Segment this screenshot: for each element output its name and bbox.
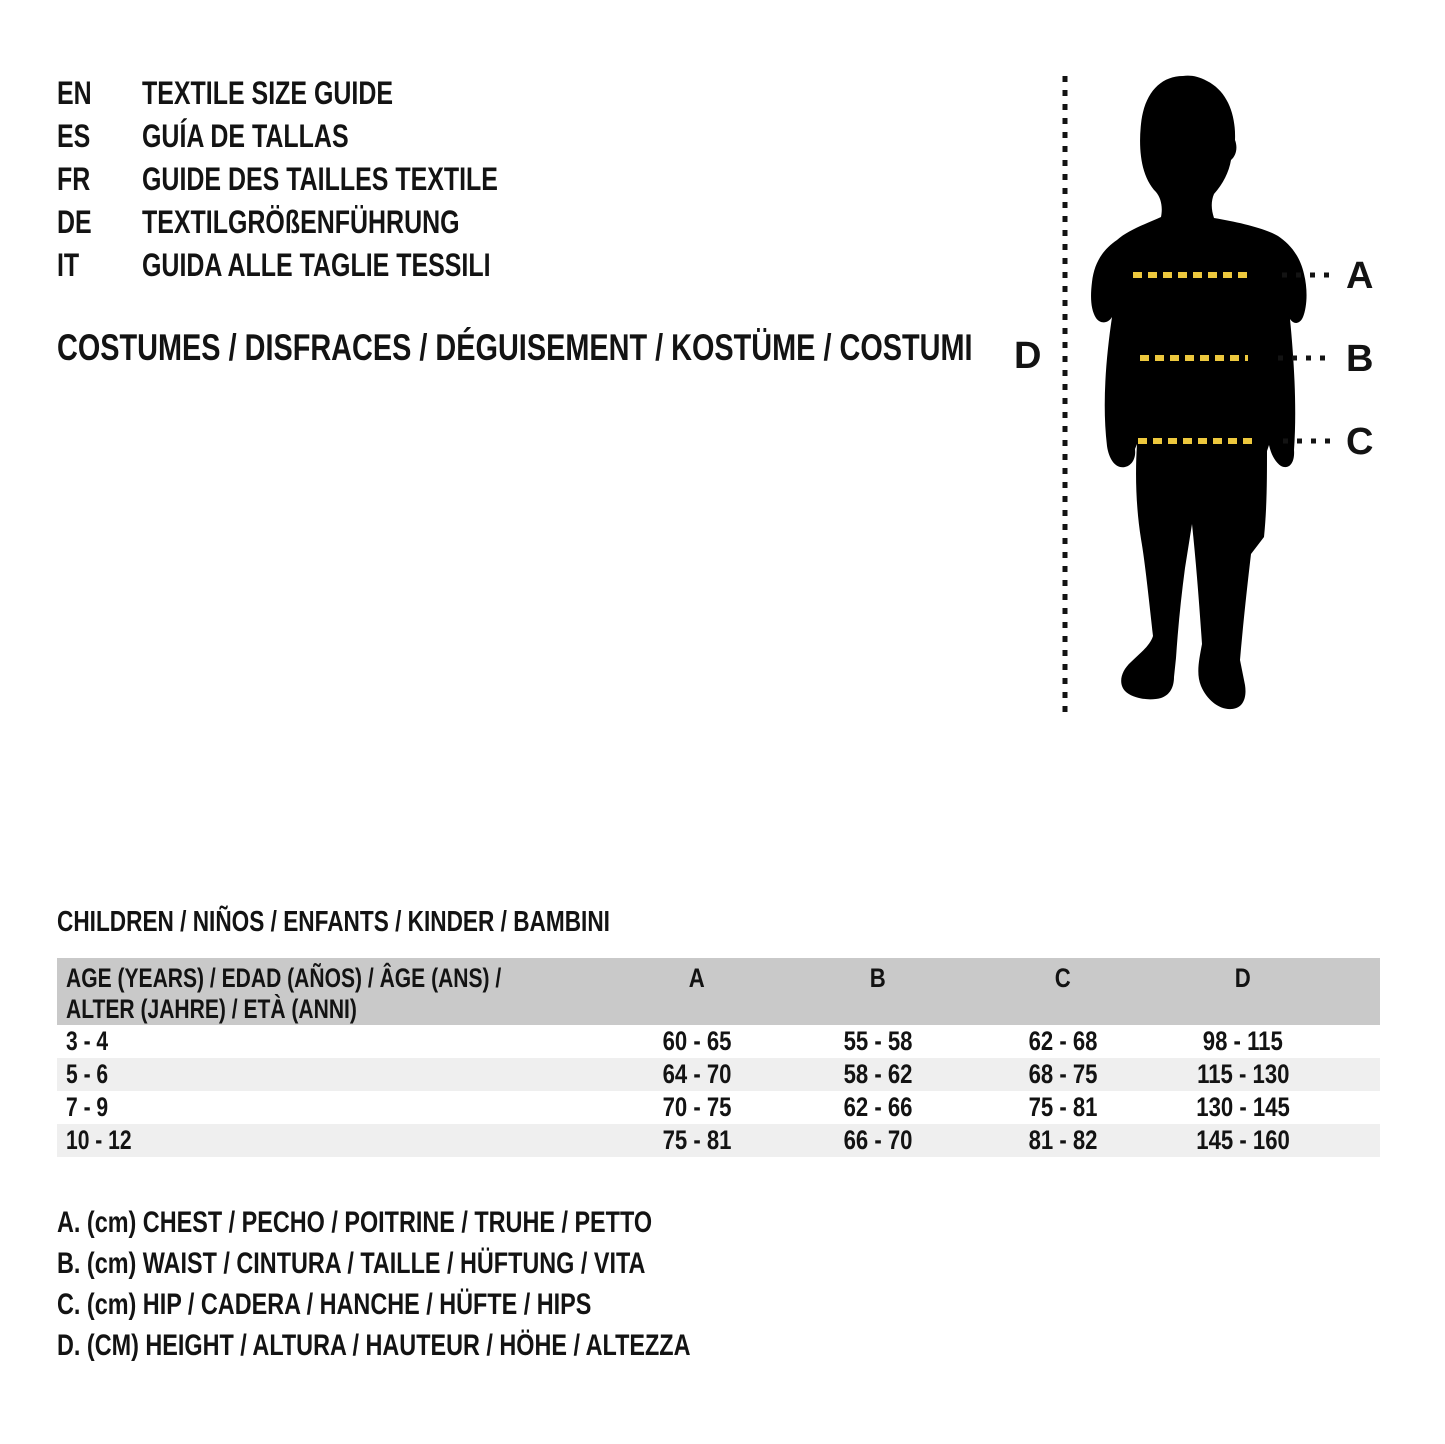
height-value: 130 - 145 bbox=[1196, 1092, 1290, 1122]
age-column-header: AGE (YEARS) / EDAD (AÑOS) / ÂGE (ANS) / … bbox=[66, 963, 502, 1024]
hip-value: 75 - 81 bbox=[1028, 1092, 1098, 1122]
column-header-a: A bbox=[689, 963, 705, 993]
language-row: DE TEXTILGRÖßENFÜHRUNG bbox=[57, 201, 598, 244]
language-row: EN TEXTILE SIZE GUIDE bbox=[57, 72, 598, 115]
language-code: EN bbox=[57, 75, 92, 111]
age-cell: 5 - 6 bbox=[66, 1059, 109, 1089]
language-title: GUIDE DES TAILLES TEXTILE bbox=[142, 161, 498, 197]
language-title: GUIDA ALLE TAGLIE TESSILI bbox=[142, 247, 491, 283]
language-code: IT bbox=[57, 247, 80, 283]
waist-value: 55 - 58 bbox=[843, 1026, 913, 1056]
age-cell: 3 - 4 bbox=[66, 1026, 109, 1056]
legend-line-hip: C. (cm) HIP / CADERA / HANCHE / HÜFTE / … bbox=[57, 1287, 592, 1321]
waist-value: 58 - 62 bbox=[843, 1059, 913, 1089]
waist-value: 62 - 66 bbox=[843, 1092, 913, 1122]
section-title-children: CHILDREN / NIÑOS / ENFANTS / KINDER / BA… bbox=[57, 906, 610, 938]
hip-value: 68 - 75 bbox=[1028, 1059, 1098, 1089]
legend-line-waist: B. (cm) WAIST / CINTURA / TAILLE / HÜFTU… bbox=[57, 1246, 646, 1280]
table-row: 5 - 6 64 - 70 58 - 62 68 - 75 115 - 130 bbox=[57, 1058, 1380, 1091]
table-row: 3 - 4 60 - 65 55 - 58 62 - 68 98 - 115 bbox=[57, 1025, 1380, 1058]
language-row: IT GUIDA ALLE TAGLIE TESSILI bbox=[57, 244, 598, 287]
language-title-list: EN TEXTILE SIZE GUIDE ES GUÍA DE TALLAS … bbox=[57, 72, 598, 287]
legend-line-chest: A. (cm) CHEST / PECHO / POITRINE / TRUHE… bbox=[57, 1205, 653, 1239]
height-value: 145 - 160 bbox=[1196, 1125, 1290, 1155]
column-header-d: D bbox=[1235, 963, 1251, 993]
waist-label: B bbox=[1346, 338, 1373, 380]
language-code: ES bbox=[57, 118, 91, 154]
hip-value: 81 - 82 bbox=[1028, 1125, 1098, 1155]
hip-value: 62 - 68 bbox=[1028, 1026, 1098, 1056]
height-label: D bbox=[1014, 335, 1041, 377]
chest-value: 60 - 65 bbox=[662, 1026, 732, 1056]
measurement-diagram: D A B C bbox=[1014, 75, 1373, 713]
category-title: COSTUMES / DISFRACES / DÉGUISEMENT / KOS… bbox=[57, 327, 973, 368]
language-code: FR bbox=[57, 161, 91, 197]
waist-value: 66 - 70 bbox=[843, 1125, 913, 1155]
chest-value: 70 - 75 bbox=[662, 1092, 732, 1122]
language-row: ES GUÍA DE TALLAS bbox=[57, 115, 598, 158]
column-header-c: C bbox=[1055, 963, 1071, 993]
age-cell: 7 - 9 bbox=[66, 1092, 109, 1122]
height-value: 115 - 130 bbox=[1196, 1059, 1290, 1089]
language-code: DE bbox=[57, 204, 92, 240]
table-row: 7 - 9 70 - 75 62 - 66 75 - 81 130 - 145 bbox=[57, 1091, 1380, 1124]
hip-label: C bbox=[1346, 421, 1373, 463]
language-title: GUÍA DE TALLAS bbox=[142, 118, 349, 154]
language-row: FR GUIDE DES TAILLES TEXTILE bbox=[57, 158, 598, 201]
measurement-legend: A. (cm) CHEST / PECHO / POITRINE / TRUHE… bbox=[57, 1202, 869, 1366]
age-cell: 10 - 12 bbox=[66, 1125, 132, 1155]
table-header-row: AGE (YEARS) / EDAD (AÑOS) / ÂGE (ANS) / … bbox=[57, 958, 1380, 1025]
chest-value: 75 - 81 bbox=[662, 1125, 732, 1155]
legend-line-height: D. (CM) HEIGHT / ALTURA / HAUTEUR / HÖHE… bbox=[57, 1328, 691, 1362]
column-header-b: B bbox=[870, 963, 886, 993]
child-silhouette bbox=[1091, 75, 1307, 710]
language-title: TEXTILE SIZE GUIDE bbox=[142, 75, 394, 111]
height-value: 98 - 115 bbox=[1202, 1026, 1284, 1056]
size-table: AGE (YEARS) / EDAD (AÑOS) / ÂGE (ANS) / … bbox=[57, 958, 1380, 1157]
chest-value: 64 - 70 bbox=[662, 1059, 732, 1089]
language-title: TEXTILGRÖßENFÜHRUNG bbox=[142, 204, 460, 240]
chest-label: A bbox=[1346, 255, 1373, 297]
table-row: 10 - 12 75 - 81 66 - 70 81 - 82 145 - 16… bbox=[57, 1124, 1380, 1157]
